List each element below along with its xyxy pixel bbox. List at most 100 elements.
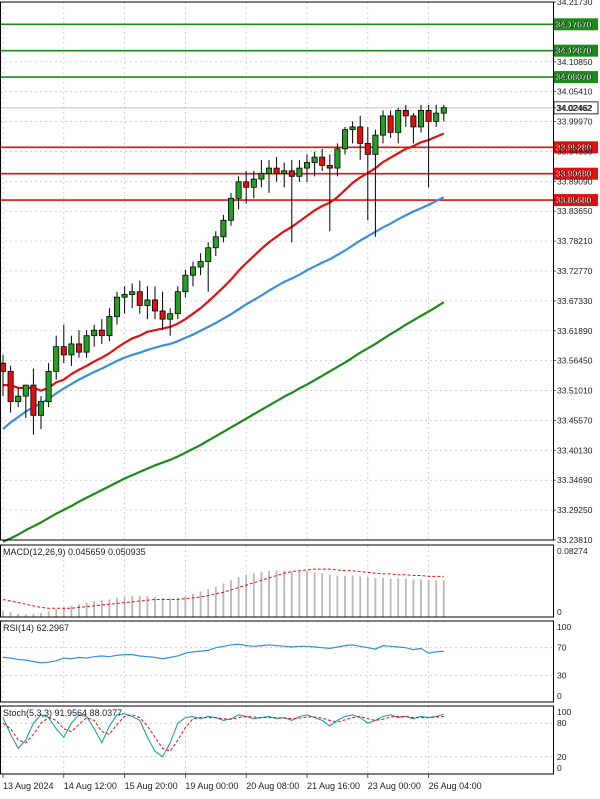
- candle-14[interactable]: [106, 308, 113, 342]
- candle-body-55: [417, 110, 424, 128]
- macd-tick-zero: 0: [557, 607, 562, 617]
- support-label-1: 33.90480: [556, 169, 592, 179]
- stoch-k-line: [2, 713, 444, 758]
- candle-12[interactable]: [91, 324, 98, 347]
- candle-body-6: [45, 370, 52, 402]
- candle-45[interactable]: [341, 126, 348, 155]
- candle-37[interactable]: [281, 162, 288, 188]
- candle-57[interactable]: [433, 104, 440, 127]
- candle-13[interactable]: [98, 319, 105, 344]
- candle-43[interactable]: [326, 154, 333, 232]
- candle-51[interactable]: [387, 110, 394, 138]
- candle-54[interactable]: [410, 113, 417, 144]
- candle-body-48: [364, 142, 371, 155]
- candle-10[interactable]: [76, 330, 83, 358]
- candles[interactable]: [0, 104, 447, 435]
- candle-31[interactable]: [235, 176, 242, 210]
- candle-body-54: [410, 115, 417, 128]
- time-axis: 13 Aug 2024 14 Aug 12:00 15 Aug 20:00 19 Au…: [2, 774, 482, 791]
- candle-33[interactable]: [250, 170, 257, 199]
- candle-body-38: [288, 170, 295, 177]
- candle-53[interactable]: [402, 104, 409, 127]
- candle-44[interactable]: [334, 143, 341, 177]
- candle-48[interactable]: [364, 126, 371, 221]
- candle-body-49: [372, 134, 379, 155]
- candle-body-44: [334, 148, 341, 169]
- support-label-box-2: [554, 194, 598, 207]
- y-tick-label-17: 33.61890: [557, 326, 593, 336]
- candle-16[interactable]: [121, 286, 128, 314]
- candle-35[interactable]: [265, 159, 272, 193]
- candle-body-4: [30, 384, 37, 416]
- candle-55[interactable]: [417, 104, 424, 133]
- candle-0[interactable]: [0, 354, 6, 397]
- candle-36[interactable]: [273, 157, 280, 182]
- candle-58[interactable]: [440, 104, 447, 122]
- candle-body-15: [114, 296, 121, 317]
- candle-40[interactable]: [303, 154, 310, 182]
- candle-46[interactable]: [349, 121, 356, 144]
- candle-8[interactable]: [60, 324, 67, 364]
- rsi-tick-1: 70: [557, 643, 567, 653]
- y-tick-label-0: 34.21730: [557, 0, 593, 7]
- candle-20[interactable]: [151, 286, 158, 320]
- candle-body-1: [7, 370, 14, 402]
- candle-49[interactable]: [372, 129, 379, 237]
- y-tick-label-2: 34.12870: [557, 46, 593, 56]
- candle-34[interactable]: [258, 159, 265, 188]
- resistance-label-box-2: [554, 71, 598, 84]
- candle-body-17: [129, 291, 136, 295]
- candle-30[interactable]: [227, 192, 234, 226]
- candle-3[interactable]: [22, 384, 29, 419]
- candle-21[interactable]: [159, 291, 166, 331]
- stoch-tick-1: 80: [557, 718, 567, 728]
- x-tick-label-4: 20 Aug 08:00: [246, 781, 299, 791]
- candle-6[interactable]: [45, 363, 52, 408]
- ma-line-1: [2, 196, 445, 430]
- y-tick-label-4: 34.08070: [557, 72, 593, 82]
- candle-38[interactable]: [288, 159, 295, 243]
- candle-47[interactable]: [357, 115, 364, 160]
- candle-32[interactable]: [243, 170, 250, 204]
- candle-5[interactable]: [38, 396, 45, 430]
- candle-25[interactable]: [189, 261, 196, 287]
- y-tick-label-3: 34.10850: [557, 57, 593, 67]
- candle-2[interactable]: [15, 387, 22, 408]
- candle-15[interactable]: [114, 291, 121, 325]
- candle-41[interactable]: [311, 151, 318, 177]
- rsi-panel: RSI(14) 62.2967 100 70 30 0: [0, 622, 571, 701]
- support-label-2: 33.85680: [556, 195, 592, 205]
- candle-29[interactable]: [220, 214, 227, 243]
- candle-body-28: [212, 236, 219, 249]
- candle-26[interactable]: [197, 253, 204, 276]
- candle-17[interactable]: [129, 283, 136, 309]
- candle-body-37: [281, 170, 288, 174]
- candle-11[interactable]: [83, 330, 90, 358]
- candle-body-45: [341, 129, 348, 150]
- macd-tick-max: 0.08274: [557, 546, 588, 556]
- candle-24[interactable]: [182, 269, 189, 298]
- candle-22[interactable]: [167, 308, 174, 336]
- candle-19[interactable]: [144, 286, 151, 320]
- candle-23[interactable]: [174, 286, 181, 320]
- candle-42[interactable]: [319, 148, 326, 171]
- candle-4[interactable]: [30, 368, 37, 435]
- candle-18[interactable]: [136, 280, 143, 314]
- candle-39[interactable]: [296, 159, 303, 182]
- candle-50[interactable]: [379, 110, 386, 144]
- y-tick-label-9: 33.94530: [557, 146, 593, 156]
- candle-7[interactable]: [53, 335, 60, 380]
- candle-28[interactable]: [212, 231, 219, 257]
- candle-body-24: [182, 274, 189, 293]
- y-tick-label-19: 33.51010: [557, 386, 593, 396]
- panel-frames: [0, 1, 554, 775]
- candle-56[interactable]: [425, 104, 432, 188]
- candle-body-5: [38, 401, 45, 416]
- candle-9[interactable]: [68, 335, 75, 366]
- candle-27[interactable]: [205, 242, 212, 292]
- candle-52[interactable]: [395, 107, 402, 144]
- y-tick-label-12: 33.85680: [557, 195, 593, 205]
- candle-1[interactable]: [7, 365, 14, 413]
